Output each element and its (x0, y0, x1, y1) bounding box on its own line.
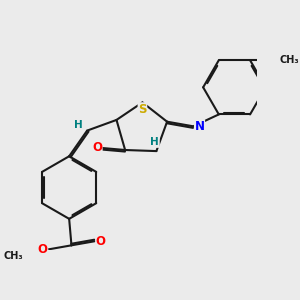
Text: O: O (92, 142, 102, 154)
Text: O: O (38, 243, 48, 256)
Text: H: H (150, 137, 159, 147)
Text: O: O (96, 235, 106, 248)
Text: H: H (74, 120, 83, 130)
Text: N: N (194, 120, 205, 133)
Text: CH₃: CH₃ (4, 251, 24, 261)
Text: S: S (138, 103, 147, 116)
Text: CH₃: CH₃ (279, 55, 299, 65)
